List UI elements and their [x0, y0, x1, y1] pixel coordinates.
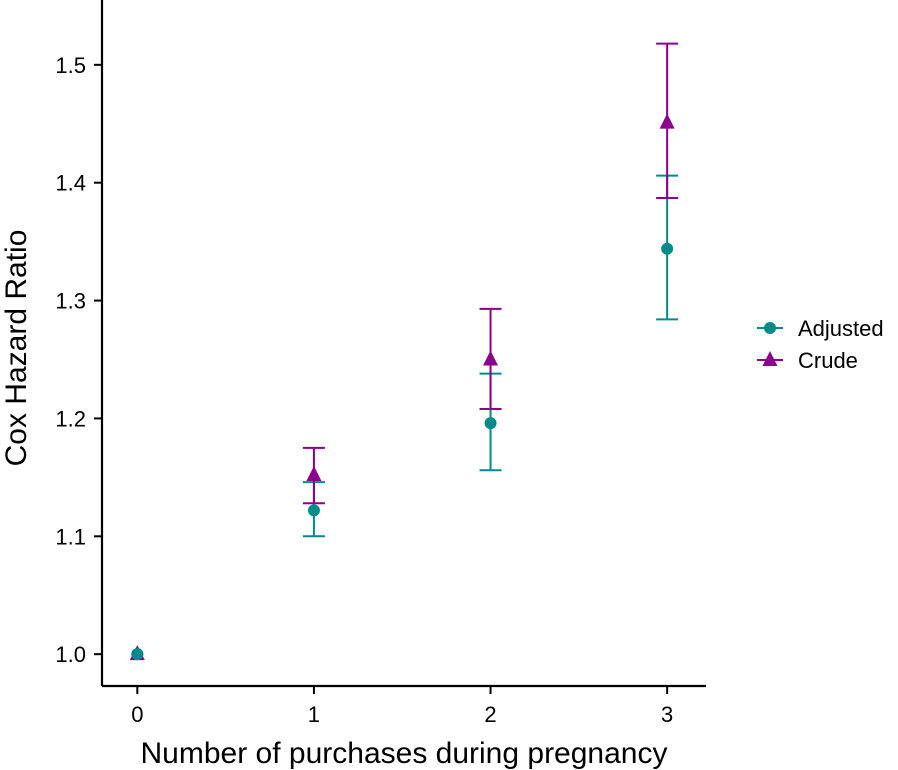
- x-tick-label: 0: [131, 702, 143, 727]
- y-axis-ticks: 1.0 1.1 1.2 1.3 1.4 1.5: [55, 53, 102, 667]
- y-tick-label: 1.4: [55, 171, 86, 196]
- x-tick-label: 2: [484, 702, 496, 727]
- data-point: [307, 504, 320, 517]
- legend-marker: [762, 351, 778, 366]
- x-axis-label: Number of purchases during pregnancy: [141, 737, 668, 770]
- data-point: [131, 648, 144, 661]
- data-point: [659, 113, 675, 129]
- legend: Adjusted Crude: [757, 316, 884, 373]
- legend-marker: [764, 322, 776, 334]
- y-tick-label: 1.5: [55, 53, 86, 78]
- y-tick-label: 1.0: [55, 642, 86, 667]
- data-point: [483, 350, 499, 366]
- x-tick-label: 1: [308, 702, 320, 727]
- y-tick-label: 1.1: [55, 524, 86, 549]
- x-axis-ticks: 0 1 2 3: [131, 686, 673, 727]
- y-axis-label: Cox Hazard Ratio: [0, 230, 33, 467]
- series-adjusted: [131, 174, 679, 661]
- x-tick-label: 3: [661, 702, 673, 727]
- legend-item-adjusted: Adjusted: [757, 316, 884, 341]
- data-point: [306, 466, 322, 482]
- data-point: [484, 417, 497, 430]
- series-crude: [129, 42, 679, 661]
- y-tick-label: 1.2: [55, 406, 86, 431]
- data-point: [661, 242, 674, 255]
- y-tick-label: 1.3: [55, 289, 86, 314]
- legend-label: Adjusted: [798, 316, 884, 341]
- plot-area: 0 1 2 3 1.0 1.1 1.2 1.3 1.4 1.5: [55, 0, 706, 727]
- series-layer: [129, 42, 679, 661]
- legend-label: Crude: [798, 348, 858, 373]
- legend-item-crude: Crude: [757, 348, 858, 373]
